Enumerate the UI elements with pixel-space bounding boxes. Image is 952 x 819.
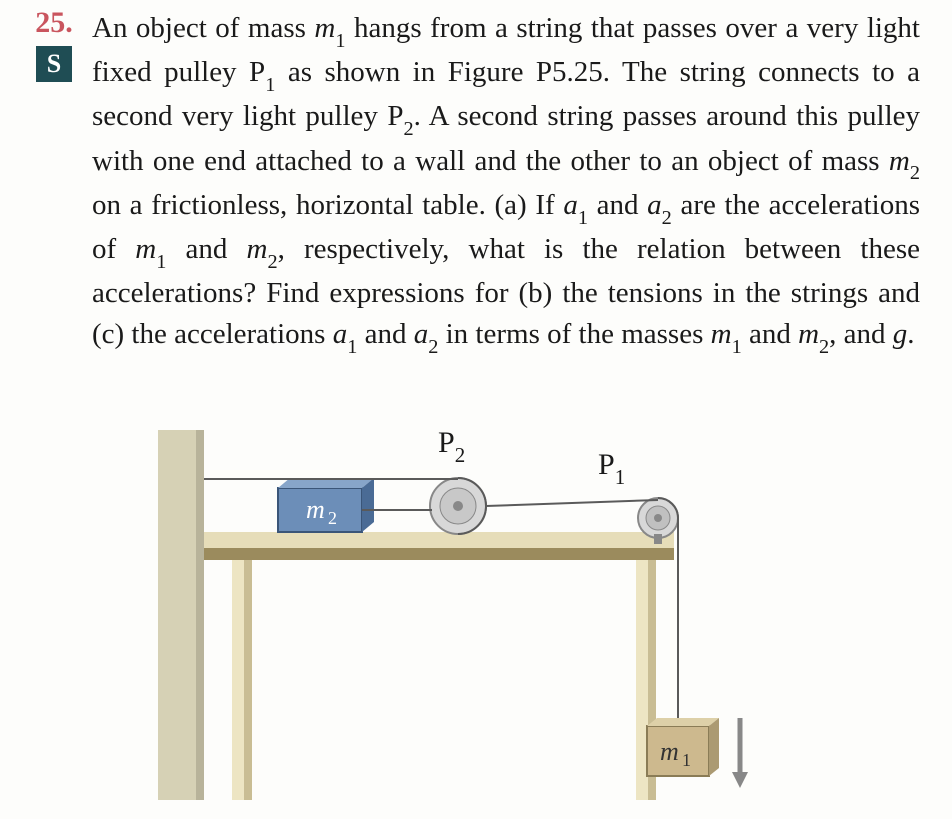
label-p2: P2 <box>438 426 465 465</box>
problem-number: 25. <box>35 8 73 38</box>
figure-p5-25: m 2 m 1 P2 P1 <box>158 430 798 800</box>
svg-text:2: 2 <box>328 508 337 528</box>
label-p1: P1 <box>598 448 625 487</box>
symbolic-badge: S <box>36 46 72 82</box>
svg-text:1: 1 <box>682 750 691 770</box>
svg-text:m: m <box>660 737 679 766</box>
problem-text: An object of mass m1 hangs from a string… <box>92 8 920 358</box>
svg-text:m: m <box>306 495 325 524</box>
